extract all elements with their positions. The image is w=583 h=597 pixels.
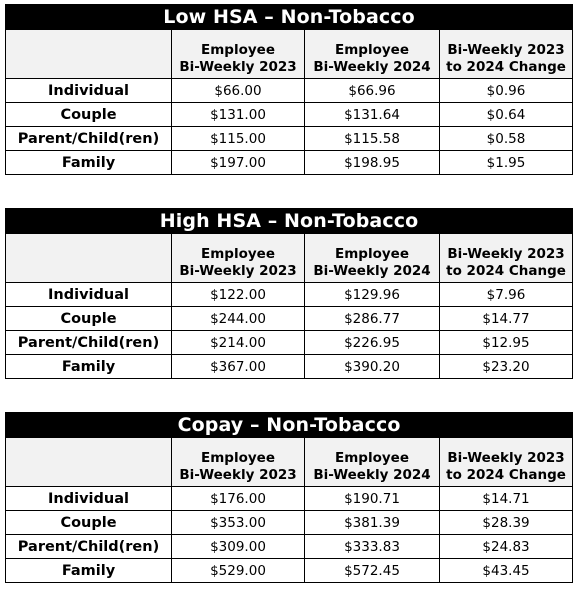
- table-cell: $23.20: [438, 354, 574, 379]
- row-label: Individual: [5, 486, 172, 511]
- row-label: Family: [5, 558, 172, 583]
- table-cell: $190.71: [304, 486, 440, 511]
- row-label: Parent/Child(ren): [5, 330, 172, 355]
- row-label: Parent/Child(ren): [5, 534, 172, 559]
- table-row: Family $367.00 $390.20 $23.20: [5, 354, 574, 379]
- table-row: Couple $244.00 $286.77 $14.77: [5, 306, 574, 331]
- table-cell: $131.00: [171, 102, 305, 127]
- column-header: Bi-Weekly 2023 to 2024 Change: [438, 29, 574, 79]
- table-cell: $1.95: [438, 150, 574, 175]
- table-cell: $129.96: [304, 282, 440, 307]
- table-cell: $197.00: [171, 150, 305, 175]
- column-header: Employee Bi-Weekly 2024: [304, 233, 440, 283]
- table-title: High HSA – Non-Tobacco: [4, 208, 574, 234]
- table-cell: $381.39: [304, 510, 440, 535]
- table-cell: $7.96: [438, 282, 574, 307]
- table-cell: $43.45: [438, 558, 574, 583]
- table-cell: $226.95: [304, 330, 440, 355]
- column-header: Bi-Weekly 2023 to 2024 Change: [438, 233, 574, 283]
- column-header: Employee Bi-Weekly 2024: [304, 29, 440, 79]
- table-cell: $28.39: [438, 510, 574, 535]
- row-label: Parent/Child(ren): [5, 126, 172, 151]
- table-cell: $367.00: [171, 354, 305, 379]
- header-corner-cell: [5, 29, 172, 79]
- table-cell: $66.96: [304, 78, 440, 103]
- table-cell: $333.83: [304, 534, 440, 559]
- table-cell: $244.00: [171, 306, 305, 331]
- rate-table-high-hsa-non-tobacco: High HSA – Non-Tobacco Employee Bi-Weekly…: [4, 208, 574, 379]
- table-cell: $24.83: [438, 534, 574, 559]
- table-row: Couple $353.00 $381.39 $28.39: [5, 510, 574, 535]
- table-cell: $12.95: [438, 330, 574, 355]
- table-cell: $390.20: [304, 354, 440, 379]
- table-row: Couple $131.00 $131.64 $0.64: [5, 102, 574, 127]
- table-cell: $0.96: [438, 78, 574, 103]
- table-row: Individual $66.00 $66.96 $0.96: [5, 78, 574, 103]
- table-cell: $131.64: [304, 102, 440, 127]
- table-cell: $176.00: [171, 486, 305, 511]
- column-header: Bi-Weekly 2023 to 2024 Change: [438, 437, 574, 487]
- table-row: Parent/Child(ren) $214.00 $226.95 $12.95: [5, 330, 574, 355]
- rate-table-copay-non-tobacco: Copay – Non-Tobacco Employee Bi-Weekly 20…: [4, 412, 574, 583]
- row-label: Couple: [5, 102, 172, 127]
- table-cell: $572.45: [304, 558, 440, 583]
- table-cell: $115.58: [304, 126, 440, 151]
- table-title: Low HSA – Non-Tobacco: [4, 4, 574, 30]
- table-row: Individual $122.00 $129.96 $7.96: [5, 282, 574, 307]
- table-cell: $286.77: [304, 306, 440, 331]
- table-cell: $115.00: [171, 126, 305, 151]
- row-label: Individual: [5, 78, 172, 103]
- column-header: Employee Bi-Weekly 2023: [171, 437, 305, 487]
- table-row: Family $197.00 $198.95 $1.95: [5, 150, 574, 175]
- table-row: Individual $176.00 $190.71 $14.71: [5, 486, 574, 511]
- table-cell: $0.64: [438, 102, 574, 127]
- table-cell: $309.00: [171, 534, 305, 559]
- table-row: Family $529.00 $572.45 $43.45: [5, 558, 574, 583]
- table-cell: $214.00: [171, 330, 305, 355]
- table-cell: $529.00: [171, 558, 305, 583]
- header-corner-cell: [5, 437, 172, 487]
- table-cell: $198.95: [304, 150, 440, 175]
- rate-table-low-hsa-non-tobacco: Low HSA – Non-Tobacco Employee Bi-Weekly …: [4, 4, 574, 175]
- table-cell: $66.00: [171, 78, 305, 103]
- column-header: Employee Bi-Weekly 2024: [304, 437, 440, 487]
- table-row: Parent/Child(ren) $309.00 $333.83 $24.83: [5, 534, 574, 559]
- table-cell: $14.71: [438, 486, 574, 511]
- row-label: Family: [5, 354, 172, 379]
- table-title: Copay – Non-Tobacco: [4, 412, 574, 438]
- header-corner-cell: [5, 233, 172, 283]
- table-cell: $0.58: [438, 126, 574, 151]
- row-label: Couple: [5, 306, 172, 331]
- table-cell: $122.00: [171, 282, 305, 307]
- row-label: Family: [5, 150, 172, 175]
- column-header: Employee Bi-Weekly 2023: [171, 233, 305, 283]
- table-cell: $14.77: [438, 306, 574, 331]
- column-header: Employee Bi-Weekly 2023: [171, 29, 305, 79]
- table-row: Parent/Child(ren) $115.00 $115.58 $0.58: [5, 126, 574, 151]
- row-label: Individual: [5, 282, 172, 307]
- row-label: Couple: [5, 510, 172, 535]
- table-cell: $353.00: [171, 510, 305, 535]
